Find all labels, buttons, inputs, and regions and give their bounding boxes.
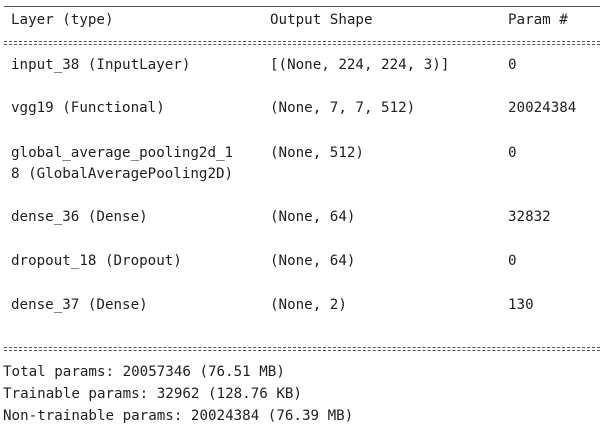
footer-double-rule bbox=[4, 347, 600, 351]
row-shape: (None, 512) bbox=[270, 145, 364, 161]
row-param: 0 bbox=[508, 57, 517, 73]
row-layer: vgg19 (Functional) bbox=[11, 100, 165, 116]
row-param: 130 bbox=[508, 297, 534, 313]
row-layer: global_average_pooling2d_1 8 (GlobalAver… bbox=[11, 145, 234, 182]
row-shape: (None, 2) bbox=[270, 297, 347, 313]
header-layer-type: Layer (type) bbox=[11, 12, 114, 28]
row-shape: (None, 64) bbox=[270, 209, 356, 225]
row-shape: (None, 64) bbox=[270, 253, 356, 269]
row-param: 32832 bbox=[508, 209, 551, 225]
trainable-params: Trainable params: 32962 (128.76 KB) bbox=[3, 386, 302, 402]
row-param: 0 bbox=[508, 253, 517, 269]
row-layer: dense_36 (Dense) bbox=[11, 209, 148, 225]
row-param: 20024384 bbox=[508, 100, 577, 116]
top-rule bbox=[4, 6, 600, 7]
header-double-rule bbox=[4, 41, 600, 45]
row-layer: dense_37 (Dense) bbox=[11, 297, 148, 313]
row-shape: (None, 7, 7, 512) bbox=[270, 100, 416, 116]
row-param: 0 bbox=[508, 145, 517, 161]
non-trainable-params: Non-trainable params: 20024384 (76.39 MB… bbox=[3, 408, 354, 424]
header-param-count: Param # bbox=[508, 12, 568, 28]
row-shape: [(None, 224, 224, 3)] bbox=[270, 57, 450, 73]
header-output-shape: Output Shape bbox=[270, 12, 373, 28]
row-layer: input_38 (InputLayer) bbox=[11, 57, 191, 73]
total-params: Total params: 20057346 (76.51 MB) bbox=[3, 364, 285, 380]
row-layer: dropout_18 (Dropout) bbox=[11, 253, 182, 269]
